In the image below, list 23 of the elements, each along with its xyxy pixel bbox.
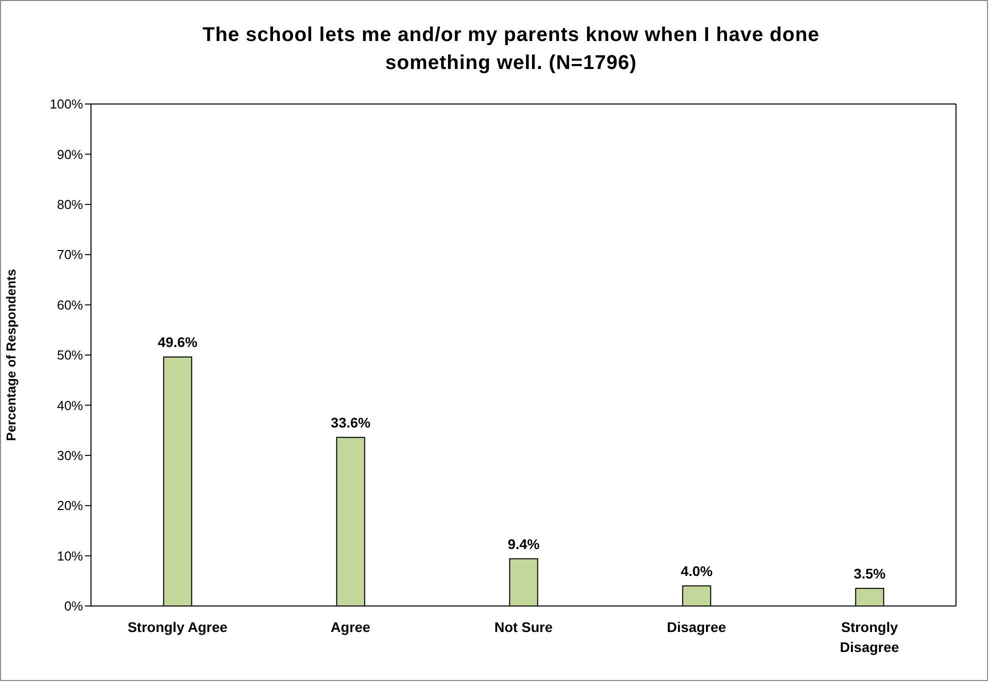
y-tick-label: 60% (56, 297, 84, 312)
chart-title: The school lets me and/or my parents know when I have done something well. (N=1796) (202, 23, 820, 76)
y-tick-label: 10% (56, 548, 84, 564)
x-tick-label: Agree (330, 619, 371, 635)
y-tick-label: 20% (56, 498, 84, 514)
data-label: 4.0% (680, 562, 714, 579)
y-tick-label: 90% (56, 146, 84, 162)
x-tick-label: Not Sure (494, 619, 553, 635)
y-tick-label: 40% (56, 398, 84, 413)
data-label: 3.5% (854, 565, 886, 582)
data-label: 33.6% (330, 414, 372, 430)
y-tick-label: 0% (64, 598, 84, 614)
data-label: 49.6% (158, 334, 198, 350)
x-tick-label: Disagree (666, 619, 726, 635)
data-label: 9.4% (508, 536, 540, 552)
x-tick-label: Strongly Disagree (840, 619, 900, 655)
x-tick-label: Strongly Agree (128, 619, 228, 635)
y-tick-label: 30% (56, 448, 84, 464)
y-axis-title: Percentage of Respondents (4, 269, 19, 441)
y-tick-label: 100% (50, 96, 84, 112)
y-tick-label: 50% (56, 348, 84, 363)
y-tick-label: 80% (56, 197, 84, 212)
y-tick-label: 70% (56, 247, 84, 262)
